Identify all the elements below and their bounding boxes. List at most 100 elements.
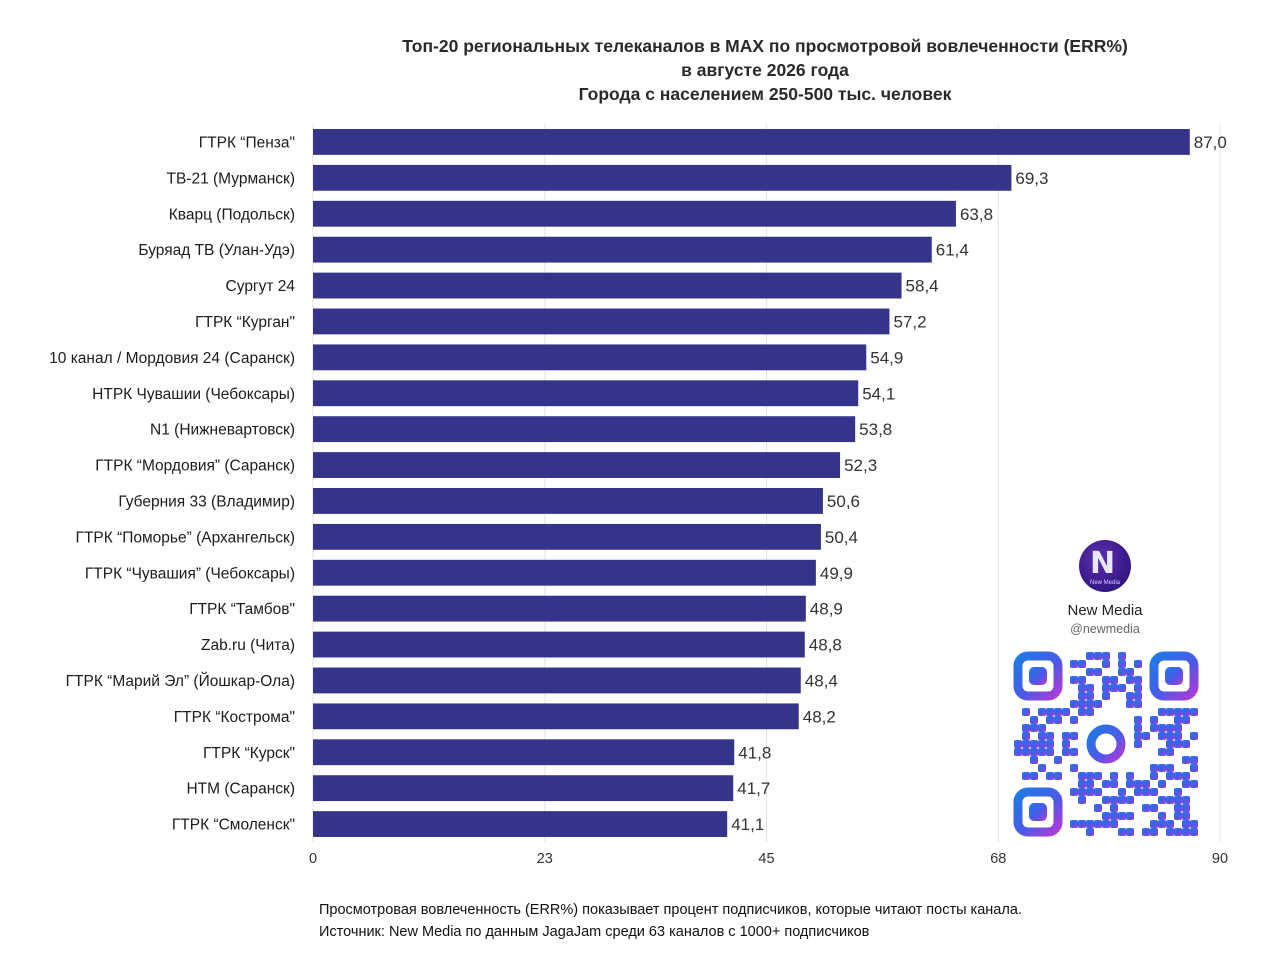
qr-module [1158, 820, 1166, 828]
bar[interactable] [313, 667, 801, 694]
bar[interactable] [313, 164, 1012, 191]
category-label: НТМ (Саранск) [186, 781, 295, 798]
qr-module [1070, 764, 1078, 772]
new-media-logo[interactable]: N New Media [1079, 540, 1131, 592]
bar[interactable] [313, 523, 821, 550]
labels-layer: ГТРК “Пенза" 87,0 ТВ-21 (Мурманск) 69,3 Квар… [49, 133, 1227, 834]
qr-module [1062, 748, 1070, 756]
bar[interactable] [313, 380, 859, 407]
qr-module [1038, 740, 1046, 748]
x-tick-label: 23 [537, 851, 553, 867]
qr-module [1126, 812, 1134, 820]
value-label: 50,4 [825, 528, 858, 547]
logo-small-text: New Media [1089, 580, 1120, 586]
qr-module [1078, 692, 1086, 700]
x-tick-label: 90 [1212, 851, 1228, 867]
qr-module [1086, 780, 1094, 788]
qr-module [1070, 732, 1078, 740]
bar[interactable] [313, 595, 806, 622]
qr-module [1086, 828, 1094, 836]
qr-module [1126, 668, 1134, 676]
qr-module [1094, 788, 1102, 796]
value-label: 57,2 [893, 312, 926, 331]
qr-module [1126, 692, 1134, 700]
qr-module [1158, 732, 1166, 740]
bar[interactable] [313, 308, 890, 335]
bar[interactable] [313, 272, 902, 299]
qr-module [1062, 740, 1070, 748]
bar[interactable] [313, 488, 823, 514]
category-label: ГТРК “Курган" [195, 314, 295, 331]
qr-module [1030, 772, 1038, 780]
qr-module [1030, 716, 1038, 724]
qr-module [1126, 780, 1134, 788]
qr-module [1094, 668, 1102, 676]
category-label: Сургут 24 [226, 278, 296, 295]
bar[interactable] [313, 775, 734, 802]
bar[interactable] [313, 344, 867, 371]
bar[interactable] [313, 811, 728, 837]
qr-module [1150, 804, 1158, 812]
qr-module [1086, 700, 1094, 708]
qr-module [1110, 796, 1118, 804]
qr-module [1086, 668, 1094, 676]
qr-code-icon[interactable] [1012, 650, 1200, 838]
qr-module [1086, 684, 1094, 692]
qr-module [1038, 724, 1046, 732]
brand-block: N New Media New Media @newmedia [1005, 540, 1205, 636]
bar[interactable] [313, 236, 932, 263]
value-label: 41,1 [731, 815, 764, 834]
qr-module [1182, 772, 1190, 780]
qr-module [1150, 772, 1158, 780]
qr-module [1134, 724, 1142, 732]
category-label: Zab.ru (Чита) [201, 637, 295, 654]
qr-module [1190, 764, 1198, 772]
value-label: 54,1 [862, 384, 895, 403]
qr-module [1022, 772, 1030, 780]
qr-module [1046, 740, 1054, 748]
qr-module [1102, 676, 1110, 684]
qr-module [1086, 788, 1094, 796]
value-label: 50,6 [827, 492, 860, 511]
qr-module [1070, 660, 1078, 668]
qr-module [1190, 780, 1198, 788]
qr-module [1166, 764, 1174, 772]
qr-module [1070, 676, 1078, 684]
qr-module [1062, 732, 1070, 740]
bar[interactable] [313, 452, 841, 478]
bar[interactable] [313, 559, 816, 586]
value-label: 48,2 [803, 707, 836, 726]
qr-module [1174, 828, 1182, 836]
category-label: ГТРК “Чувашия” (Чебоксары) [85, 565, 295, 582]
brand-name: New Media [1067, 602, 1143, 619]
qr-module [1174, 708, 1182, 716]
qr-module [1094, 820, 1102, 828]
qr-module [1046, 732, 1054, 740]
bar[interactable] [313, 703, 799, 730]
qr-module [1150, 724, 1158, 732]
bar[interactable] [313, 129, 1190, 155]
qr-module [1150, 716, 1158, 724]
qr-module [1182, 828, 1190, 836]
bar[interactable] [313, 416, 856, 443]
category-label: ГТРК “Курск" [203, 745, 295, 762]
qr-module [1078, 708, 1086, 716]
qr-module [1118, 828, 1126, 836]
value-label: 69,3 [1015, 169, 1048, 188]
qr-module [1046, 708, 1054, 716]
qr-module [1158, 796, 1166, 804]
value-label: 52,3 [844, 456, 877, 475]
bar[interactable] [313, 739, 735, 766]
bar[interactable] [313, 200, 956, 227]
footnote-definition: Просмотровая вовлеченность (ERR%) показы… [319, 902, 1022, 918]
category-label: ГТРК “Пенза" [199, 134, 295, 151]
value-label: 54,9 [870, 348, 903, 367]
category-label: ГТРК “Мордовия” (Саранск) [95, 458, 295, 475]
bar[interactable] [313, 631, 805, 658]
qr-module [1150, 820, 1158, 828]
chart-footnote: Просмотровая вовлеченность (ERR%) показы… [319, 899, 1022, 943]
brand-handle[interactable]: @newmedia [1070, 622, 1140, 636]
qr-module [1086, 708, 1094, 716]
value-label: 41,8 [738, 743, 771, 762]
qr-module [1174, 788, 1182, 796]
